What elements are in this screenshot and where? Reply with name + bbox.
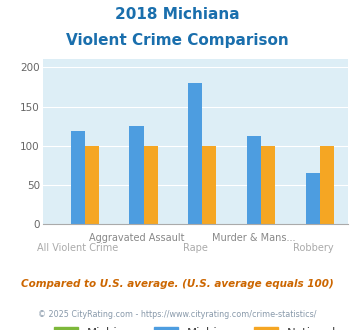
Text: 2018 Michiana: 2018 Michiana [115, 7, 240, 21]
Bar [247, 136, 261, 224]
Bar [143, 146, 158, 224]
Text: Compared to U.S. average. (U.S. average equals 100): Compared to U.S. average. (U.S. average … [21, 279, 334, 289]
Text: Murder & Mans...: Murder & Mans... [212, 233, 296, 243]
Bar [129, 126, 143, 224]
Text: Aggravated Assault: Aggravated Assault [89, 233, 184, 243]
Text: Violent Crime Comparison: Violent Crime Comparison [66, 33, 289, 48]
Legend: Michiana, Michigan, National: Michiana, Michigan, National [49, 323, 341, 330]
Bar [71, 131, 85, 224]
Text: All Violent Crime: All Violent Crime [37, 243, 118, 252]
Text: Rape: Rape [183, 243, 208, 252]
Text: Robbery: Robbery [293, 243, 333, 252]
Text: © 2025 CityRating.com - https://www.cityrating.com/crime-statistics/: © 2025 CityRating.com - https://www.city… [38, 310, 317, 319]
Bar [306, 173, 320, 224]
Bar [202, 146, 217, 224]
Bar [85, 146, 99, 224]
Bar [261, 146, 275, 224]
Bar [320, 146, 334, 224]
Bar [188, 83, 202, 224]
